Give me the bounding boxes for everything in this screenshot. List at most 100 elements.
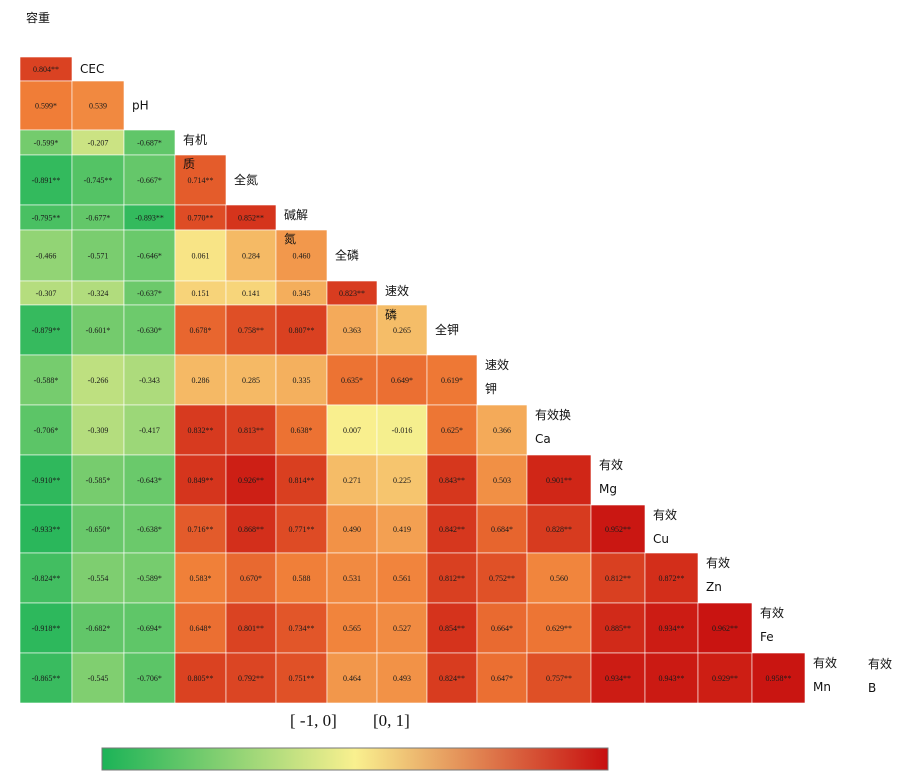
heatmap-cell (476, 602, 528, 654)
cell-value-label: 0.872** (659, 574, 685, 583)
cell-value-label: -0.891** (32, 176, 61, 185)
cell-value-label: 0.812** (605, 574, 631, 583)
cell-value-label: -0.601* (86, 326, 111, 335)
cell-value-label: 0.856** (546, 0, 572, 2)
cell-value-label: 0.849** (188, 476, 214, 485)
cell-value-label: -0.307 (36, 289, 57, 298)
cell-value-label: -0.643* (137, 476, 162, 485)
heatmap-cell (644, 602, 699, 654)
cell-value-label: 0.771** (289, 525, 315, 534)
color-legend: [ -1, 0] [0, 1] (101, 711, 609, 771)
heatmap-cell (476, 652, 528, 704)
heatmap-cell (275, 280, 328, 306)
heatmap-cell (476, 454, 528, 506)
variable-label: 有效 (760, 605, 784, 620)
heatmap-cell (526, 652, 592, 704)
cell-value-label: 0.801** (238, 624, 264, 633)
cell-value-label: -0.637* (137, 289, 162, 298)
variable-label: Ca (535, 432, 551, 446)
cell-value-label: 0.752** (489, 574, 515, 583)
cell-value-label: 0.648* (190, 624, 212, 633)
cell-value-label: 0.805** (188, 674, 214, 683)
cell-value-label: -0.324 (88, 289, 109, 298)
cell-value-label: 0.757** (546, 674, 572, 683)
cell-value-label: 0.792** (238, 674, 264, 683)
cell-value-label: 0.828** (546, 525, 572, 534)
legend-gradient-bar (101, 747, 609, 771)
cell-value-label: 0.962** (712, 624, 738, 633)
variable-label: 有效 (706, 555, 730, 570)
heatmap-cell (71, 552, 125, 604)
heatmap-cell (590, 504, 646, 554)
cell-value-label: 0.151 (192, 289, 210, 298)
heatmap-cell (476, 504, 528, 554)
cell-value-label: 0.804** (33, 65, 59, 74)
heatmap-cell (174, 354, 227, 406)
heatmap-cell (326, 280, 378, 306)
cell-value-label: 0.638* (291, 426, 313, 435)
cell-value-label: 0.271 (343, 476, 361, 485)
heatmap-cell (71, 204, 125, 231)
cell-value-label: 0.724** (712, 0, 738, 2)
cell-value-label: 0.141 (242, 289, 260, 298)
variable-label: CEC (80, 62, 104, 76)
heatmap-cell (376, 304, 428, 356)
cell-value-label: 0.286 (192, 376, 210, 385)
cell-value-label: 0.685* (291, 0, 313, 2)
cell-value-label: 0.901** (546, 476, 572, 485)
cell-value-label: 0.904** (820, 0, 846, 2)
variable-label: 全钾 (435, 322, 459, 337)
cell-value-label: 0.670* (240, 574, 262, 583)
heatmap-cell (71, 602, 125, 654)
heatmap-cell (19, 354, 73, 406)
variable-label: pH (132, 99, 149, 113)
cell-value-label: 0.335 (293, 376, 311, 385)
cell-value-label: 0.061 (192, 252, 210, 261)
heatmap-cell (225, 304, 277, 356)
cell-value-label: -0.646* (137, 252, 162, 261)
heatmap-cell (123, 602, 176, 654)
heatmap-cell (225, 229, 277, 282)
cell-value-label: 0.384 (393, 0, 411, 2)
variable-label: 有效换 (535, 407, 571, 422)
cell-value-label: 0.527 (393, 624, 411, 633)
heatmap-cell (476, 552, 528, 604)
heatmap-cell (19, 552, 73, 604)
variable-labels: 容重CECpH有机质全氮碱解氮全磷速效磷全钾速效钾有效换Ca有效Mg有效Cu有效… (26, 10, 892, 695)
heatmap-cell (123, 504, 176, 554)
heatmap-cell (19, 652, 73, 704)
cell-value-label: 0.678* (190, 326, 212, 335)
heatmap-cell (123, 652, 176, 704)
heatmap-cell (376, 504, 428, 554)
variable-label: 全磷 (335, 248, 359, 263)
heatmap-cell (71, 404, 125, 456)
variable-label: 氮 (284, 231, 296, 246)
heatmap-cell (123, 552, 176, 604)
heatmap-cell (426, 454, 478, 506)
cell-value-label: -0.650* (86, 525, 111, 534)
heatmap-cell (275, 454, 328, 506)
cell-value-label: 0.926** (238, 476, 264, 485)
heatmap-cell (275, 229, 328, 282)
heatmap-cell (174, 304, 227, 356)
cell-value-label: -0.466 (36, 252, 57, 261)
variable-label: 速效 (385, 283, 409, 298)
cell-value-label: -0.933** (32, 525, 61, 534)
cell-value-label: 0.675* (240, 0, 262, 2)
heatmap-cell (174, 404, 227, 456)
heatmap-cell (174, 652, 227, 704)
cell-value-label: 0.649* (391, 376, 413, 385)
heatmap-cell (426, 602, 478, 654)
heatmap-cell (225, 280, 277, 306)
variable-label: 速效 (485, 357, 509, 372)
cell-value-label: -0.682* (86, 624, 111, 633)
cell-value-label: -0.638* (137, 525, 162, 534)
cell-value-label: 0.668* (441, 0, 463, 2)
heatmap-cell (225, 652, 277, 704)
cell-value-label: 0.493 (393, 674, 411, 683)
cell-value-label: 0.684* (491, 525, 513, 534)
heatmap-cell (426, 354, 478, 406)
cell-value-label: 0.629** (546, 624, 572, 633)
cell-value-label: 0.366 (493, 426, 511, 435)
variable-label: Cu (653, 532, 669, 546)
